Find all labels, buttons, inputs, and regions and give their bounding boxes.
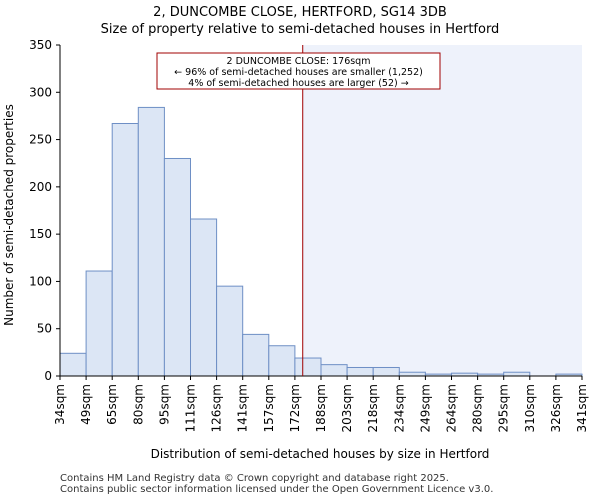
annotation-line-2: ← 96% of semi-detached houses are smalle… (174, 67, 423, 78)
x-tick-label: 34sqm (53, 384, 67, 425)
footer: Contains HM Land Registry data © Crown c… (60, 473, 493, 495)
bar (85, 270, 113, 377)
x-tick-label: 141sqm (236, 384, 250, 432)
footer-line-2: Contains public sector information licen… (60, 484, 494, 495)
bar (137, 106, 165, 377)
x-tick-label: 188sqm (314, 384, 328, 432)
x-tick-label: 126sqm (210, 384, 224, 432)
bar (59, 352, 87, 377)
x-tick-label: 111sqm (184, 384, 198, 432)
x-tick-label: 295sqm (497, 384, 511, 432)
chart-title: 2, DUNCOMBE CLOSE, HERTFORD, SG14 3DB (153, 5, 447, 20)
bar (111, 122, 139, 377)
x-tick-label: 203sqm (340, 384, 354, 432)
x-tick-label: 249sqm (418, 384, 432, 432)
bar (503, 371, 531, 377)
bar (242, 333, 270, 377)
highlight-region (302, 45, 582, 376)
y-tick-label: 50 (37, 322, 52, 336)
chart-subtitle: Size of property relative to semi-detach… (101, 22, 500, 37)
x-tick-label: 80sqm (131, 384, 145, 425)
bar (268, 345, 296, 377)
bar (346, 366, 374, 377)
x-tick-label: 264sqm (445, 384, 459, 432)
x-tick-label: 157sqm (262, 384, 276, 432)
x-tick-label: 326sqm (549, 384, 563, 432)
y-tick-label: 250 (29, 133, 52, 147)
annotation-line-3: 4% of semi-detached houses are larger (5… (188, 78, 408, 89)
bar (398, 371, 426, 377)
x-tick-label: 234sqm (392, 384, 406, 432)
y-tick-label: 100 (29, 274, 52, 288)
footer-line-1: Contains HM Land Registry data © Crown c… (60, 473, 449, 484)
bar (216, 285, 244, 377)
y-tick-label: 0 (44, 369, 52, 383)
annotation-box (156, 52, 441, 90)
x-axis-label: Distribution of semi-detached houses by … (151, 447, 490, 461)
x-tick-label: 310sqm (523, 384, 537, 432)
x-tick-label: 218sqm (366, 384, 380, 432)
x-tick-label: 172sqm (288, 384, 302, 432)
bar (372, 366, 400, 377)
y-tick-label: 200 (29, 180, 52, 194)
bar (190, 218, 218, 377)
y-tick-label: 350 (29, 38, 52, 52)
x-tick-label: 95sqm (157, 384, 171, 425)
x-tick-label: 341sqm (575, 384, 589, 432)
annotation-line-1: 2 DUNCOMBE CLOSE: 176sqm (227, 56, 371, 67)
x-tick-label: 49sqm (79, 384, 93, 425)
x-tick-label: 280sqm (471, 384, 485, 432)
bar (163, 157, 191, 377)
y-tick-label: 300 (29, 85, 52, 99)
y-tick-label: 150 (29, 227, 52, 241)
y-axis-label: Number of semi-detached properties (2, 104, 16, 326)
bar (320, 364, 348, 377)
bar (294, 357, 322, 377)
plot-area: 0 50 100 150 200 250 300 350 34sqm 49sqm 65sqm 80sq… (29, 38, 589, 432)
x-tick-label: 65sqm (105, 384, 119, 425)
